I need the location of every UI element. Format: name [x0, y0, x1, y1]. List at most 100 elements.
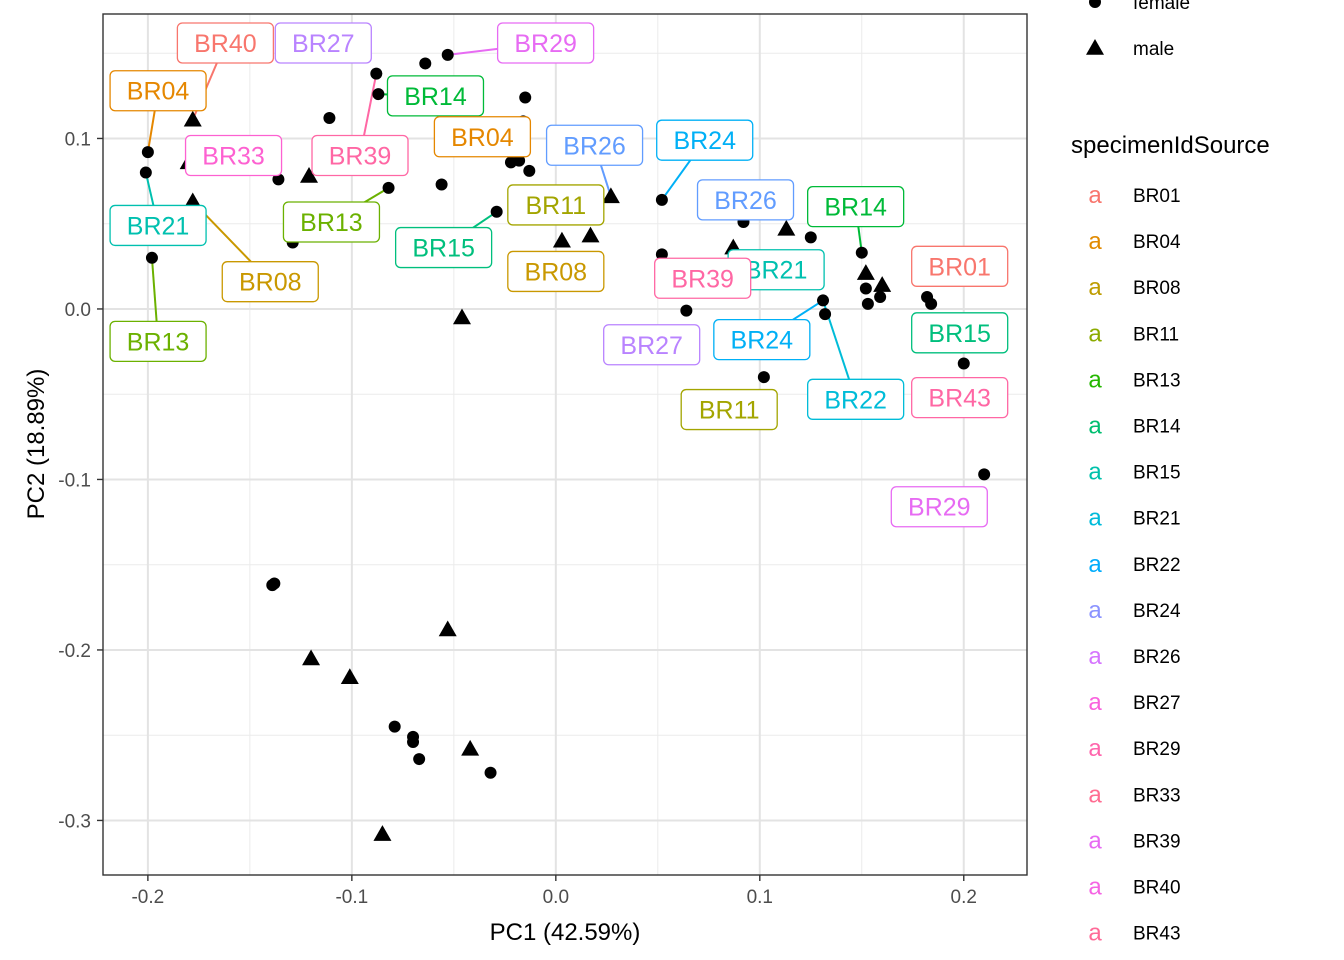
point-label: BR08	[507, 250, 605, 293]
point-label-text: BR21	[745, 257, 808, 285]
point-female	[861, 297, 874, 310]
point-female	[978, 468, 991, 481]
point-female	[490, 205, 503, 218]
color-legend-label: BR40	[1133, 878, 1181, 899]
point-male	[777, 219, 796, 236]
color-legend-label: BR11	[1133, 324, 1179, 345]
point-labels: BR40 BR27 BR29 BR04 BR14 BR33 BR39 BR04 BR26 BR24…	[109, 22, 1009, 528]
shape-legend: female male	[1086, 0, 1190, 60]
color-legend-key: a	[1088, 505, 1102, 532]
point-male	[340, 668, 359, 684]
point-label-text: BR40	[194, 30, 257, 58]
x-tick-label: -0.2	[131, 887, 164, 908]
point-label: BR21	[727, 249, 825, 291]
point-label-text: BR11	[525, 192, 586, 220]
point-label-box	[282, 201, 381, 243]
point-label-box	[386, 75, 485, 117]
color-legend-key: a	[1088, 551, 1102, 578]
point-male	[581, 226, 600, 243]
point-male	[873, 276, 892, 292]
shape-legend-label: male	[1133, 39, 1174, 60]
y-tick-label: -0.2	[58, 641, 91, 662]
point-label-text: BR27	[292, 30, 355, 58]
point-label: BR26	[696, 179, 795, 221]
point-male	[601, 187, 620, 204]
point-label-text: BR39	[329, 143, 392, 171]
point-female	[272, 173, 285, 186]
shape-legend-entry: female	[1089, 0, 1190, 14]
point-female	[874, 291, 887, 304]
point-male	[300, 166, 319, 183]
point-label-text: BR11	[699, 397, 760, 425]
color-legend-label: BR01	[1133, 186, 1181, 207]
point-label-box	[807, 378, 905, 420]
point-label-text: BR04	[451, 124, 514, 152]
y-tick-label: -0.1	[58, 470, 91, 491]
point-female	[407, 736, 420, 749]
point-label: BR04	[109, 70, 207, 112]
point-label-text: BR26	[563, 132, 626, 160]
shape-legend-entry: male	[1086, 39, 1174, 60]
color-legend-entry: a BR27	[1088, 689, 1180, 716]
color-legend-entry: a BR29	[1088, 735, 1180, 762]
legend-circle-icon	[1089, 0, 1101, 8]
point-label-box	[176, 22, 275, 64]
point-female	[655, 193, 668, 206]
point-label-text: BR14	[404, 83, 467, 111]
point-female	[855, 246, 868, 259]
point-label-text: BR13	[127, 328, 190, 356]
color-legend-label: BR08	[1133, 278, 1181, 299]
point-label-text: BR15	[412, 235, 475, 263]
point-label-text: BR29	[908, 494, 971, 522]
point-label-box	[109, 204, 207, 247]
y-tick-label: -0.3	[58, 811, 91, 832]
point-label-box	[696, 179, 795, 221]
point-label-text: BR13	[300, 209, 363, 237]
color-legend-title: specimenIdSource	[1071, 132, 1270, 159]
point-label: BR13	[109, 320, 207, 363]
point-label-box	[184, 134, 283, 177]
point-female	[484, 766, 497, 779]
point-label-text: BR22	[824, 386, 887, 414]
color-legend-label: BR43	[1133, 924, 1181, 945]
color-legend-label: BR04	[1133, 232, 1181, 253]
point-female	[370, 67, 383, 80]
point-male	[461, 739, 480, 756]
point-female	[513, 154, 526, 167]
color-legend-entry: a BR24	[1088, 597, 1181, 624]
point-label-text: BR24	[673, 127, 736, 155]
point-label-text: BR39	[671, 265, 734, 293]
x-tick-label: 0.0	[543, 887, 569, 908]
color-legend-entry: a BR13	[1088, 366, 1180, 393]
point-label-text: BR04	[127, 78, 190, 106]
color-legend-entry: a BR01	[1088, 182, 1180, 209]
point-label-text: BR29	[514, 30, 577, 58]
legend-triangle-icon	[1086, 39, 1104, 55]
point-label-box	[109, 70, 207, 112]
point-female	[441, 48, 454, 61]
point-label: BR29	[890, 486, 988, 528]
point-female	[268, 577, 281, 590]
color-legend-key: a	[1088, 274, 1102, 301]
point-label: BR11	[680, 388, 778, 431]
color-legend-key: a	[1088, 689, 1102, 716]
point-label-box	[507, 250, 605, 293]
point-label-box	[807, 186, 905, 228]
point-female	[925, 297, 938, 310]
color-legend-label: BR15	[1133, 463, 1181, 484]
point-label: BR43	[911, 376, 1009, 419]
color-legend-key: a	[1088, 459, 1102, 486]
point-female	[413, 753, 426, 766]
point-label: BR27	[274, 22, 372, 64]
color-legend-key: a	[1088, 320, 1102, 347]
point-label-box	[311, 134, 409, 177]
color-legend-key: a	[1088, 874, 1102, 901]
point-male	[183, 110, 202, 127]
point-male	[373, 825, 392, 841]
point-label-box	[890, 486, 988, 528]
color-legend-key: a	[1088, 781, 1102, 808]
color-legend-entry: a BR21	[1088, 505, 1180, 532]
color-legend-key: a	[1088, 920, 1102, 947]
y-tick-label: 0.0	[65, 300, 91, 321]
point-label: BR24	[656, 119, 754, 161]
